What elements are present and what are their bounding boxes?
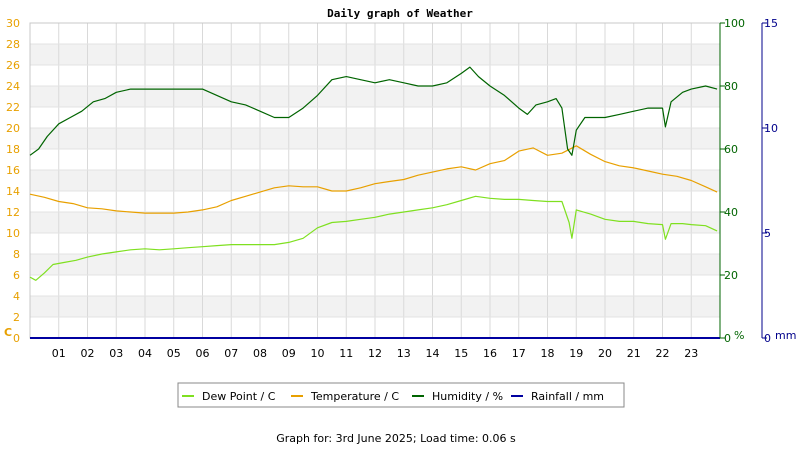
legend: Dew Point / C Temperature / C Humidity / %… [177, 382, 625, 408]
y-left-tick-label: 26 [6, 59, 20, 72]
y-right2-tick-label: 5 [764, 227, 771, 240]
x-tick-label: 02 [81, 347, 95, 360]
y-right1-tick-label: 20 [724, 269, 738, 282]
y-left-tick-label: 6 [13, 269, 20, 282]
y-left-tick-label: 30 [6, 17, 20, 30]
y-right1-tick-label: 80 [724, 80, 738, 93]
y-left-tick-label: 24 [6, 80, 20, 93]
legend-label: Dew Point / C [202, 390, 276, 403]
x-tick-label: 15 [454, 347, 468, 360]
x-tick-label: 21 [627, 347, 641, 360]
y-right2-tick-label: 0 [764, 332, 771, 345]
x-tick-label: 22 [656, 347, 670, 360]
x-tick-label: 18 [541, 347, 555, 360]
y-right1-tick-label: 100 [724, 17, 745, 30]
y-left-tick-label: 2 [13, 311, 20, 324]
y-left-unit-label: C [4, 326, 12, 339]
y-left-tick-label: 12 [6, 206, 20, 219]
y-left-tick-label: 28 [6, 38, 20, 51]
y-left-tick-label: 8 [13, 248, 20, 261]
x-tick-label: 23 [684, 347, 698, 360]
series-line-1 [29, 195, 718, 281]
x-tick-label: 03 [109, 347, 123, 360]
axes-layer: 01 02 03 04 05 06 07 08 09 10 11 12 13 14 15 16 17 18 19 20… [4, 17, 796, 360]
footer-text: Graph for: 3rd June 2025; Load time: 0.0… [276, 432, 516, 445]
x-tick-label: 19 [569, 347, 583, 360]
series-layer [29, 66, 720, 339]
legend-label: Rainfall / mm [531, 390, 604, 403]
x-tick-label: 07 [224, 347, 238, 360]
y-left-tick-label: 4 [13, 290, 20, 303]
y-left-tick-label: 14 [6, 185, 20, 198]
y-right1-tick-label: 0 [724, 332, 731, 345]
x-tick-label: 06 [196, 347, 210, 360]
series-line-3 [29, 66, 718, 156]
x-tick-label: 13 [397, 347, 411, 360]
x-tick-label: 08 [253, 347, 267, 360]
y-left-tick-label: 22 [6, 101, 20, 114]
x-tick-label: 01 [52, 347, 66, 360]
legend-label: Temperature / C [310, 390, 399, 403]
x-tick-label: 20 [598, 347, 612, 360]
y-right1-unit-label: % [734, 329, 744, 342]
y-left-tick-label: 10 [6, 227, 20, 240]
y-right2-unit-label: mm [775, 329, 796, 342]
y-left-tick-label: 20 [6, 122, 20, 135]
y-left-tick-label: 0 [13, 332, 20, 345]
y-right2-tick-label: 10 [764, 122, 778, 135]
x-tick-label: 11 [339, 347, 353, 360]
y-right2-tick-label: 15 [764, 17, 778, 30]
legend-label: Humidity / % [432, 390, 503, 403]
y-right1-tick-label: 60 [724, 143, 738, 156]
y-left-tick-label: 16 [6, 164, 20, 177]
y-right1-tick-label: 40 [724, 206, 738, 219]
chart-title: Daily graph of Weather [327, 7, 473, 20]
x-tick-label: 14 [426, 347, 440, 360]
x-tick-label: 10 [311, 347, 325, 360]
x-tick-label: 09 [282, 347, 296, 360]
x-tick-label: 04 [138, 347, 152, 360]
x-tick-label: 12 [368, 347, 382, 360]
legend-box [177, 382, 625, 408]
x-tick-label: 16 [483, 347, 497, 360]
x-tick-label: 05 [167, 347, 181, 360]
series-line-2 [29, 145, 718, 214]
x-tick-label: 17 [512, 347, 526, 360]
y-left-tick-label: 18 [6, 143, 20, 156]
